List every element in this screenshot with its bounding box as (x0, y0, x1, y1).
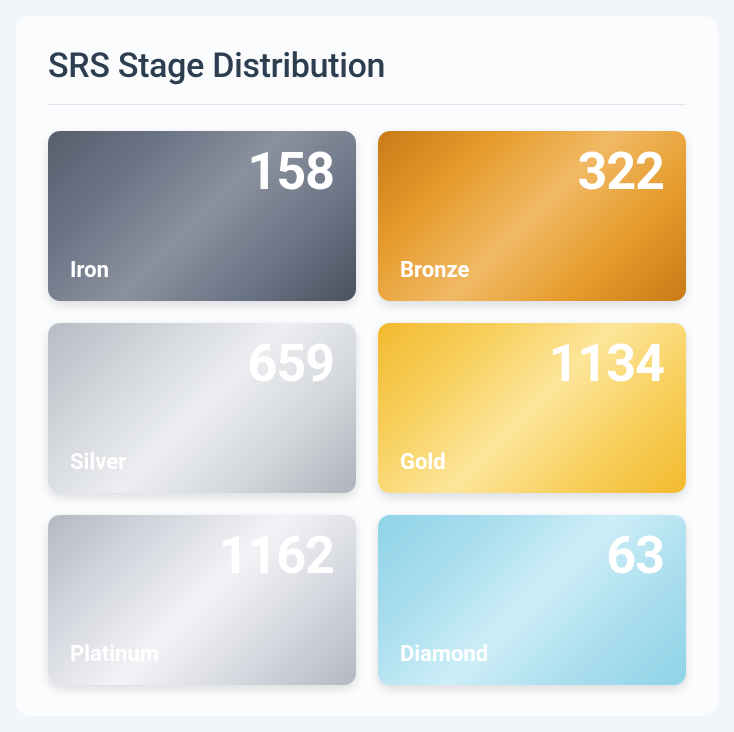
stage-count: 63 (400, 529, 664, 584)
stage-card-diamond[interactable]: 63 Diamond (378, 515, 686, 685)
stage-label: Diamond (400, 642, 664, 667)
stage-label: Platinum (70, 642, 334, 667)
panel-title: SRS Stage Distribution (48, 46, 686, 105)
stage-label: Gold (400, 450, 664, 475)
stage-label: Silver (70, 450, 334, 475)
srs-distribution-panel: SRS Stage Distribution 158 Iron 322 Bronze 6… (16, 16, 718, 716)
stage-grid: 158 Iron 322 Bronze 659 Silver 1134 Gold 1162 Pla… (48, 131, 686, 685)
stage-count: 322 (400, 145, 664, 200)
stage-count: 1162 (70, 529, 334, 584)
stage-card-iron[interactable]: 158 Iron (48, 131, 356, 301)
stage-count: 659 (70, 337, 334, 392)
stage-card-bronze[interactable]: 322 Bronze (378, 131, 686, 301)
stage-card-gold[interactable]: 1134 Gold (378, 323, 686, 493)
stage-count: 158 (70, 145, 334, 200)
stage-card-silver[interactable]: 659 Silver (48, 323, 356, 493)
stage-label: Bronze (400, 258, 664, 283)
stage-count: 1134 (400, 337, 664, 392)
stage-label: Iron (70, 258, 334, 283)
stage-card-platinum[interactable]: 1162 Platinum (48, 515, 356, 685)
